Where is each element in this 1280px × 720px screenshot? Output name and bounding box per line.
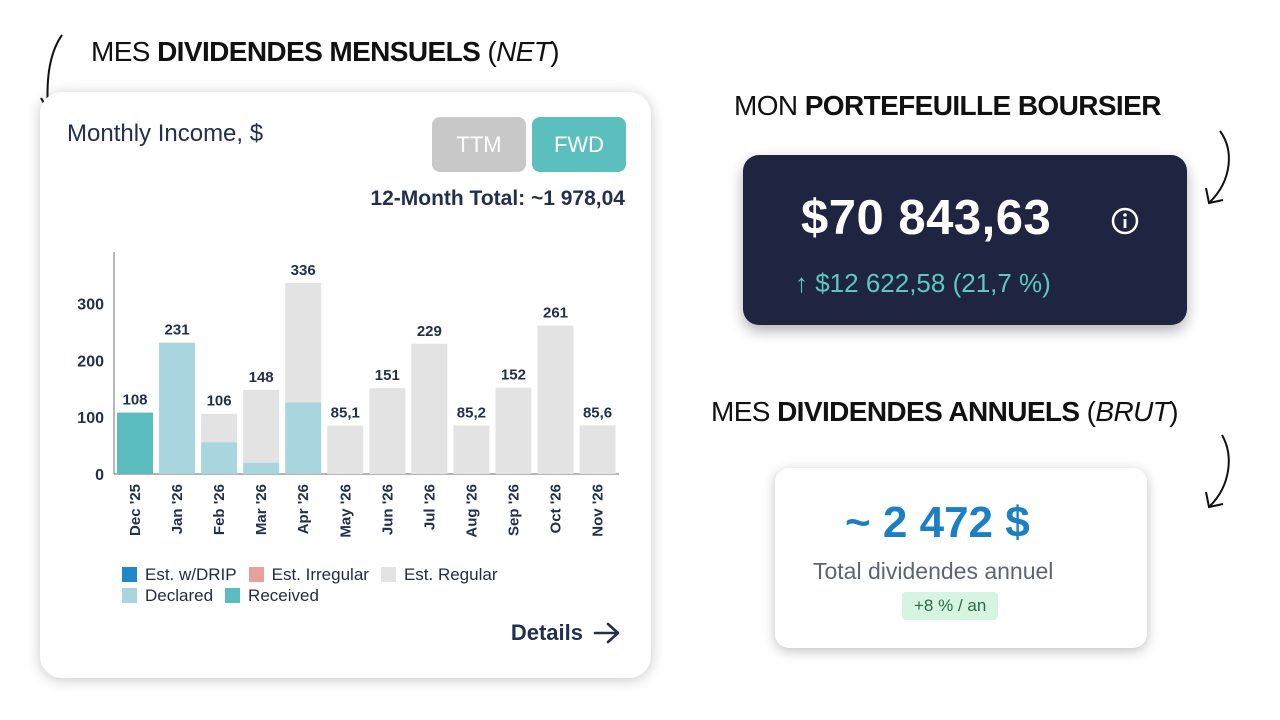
annual-dividends-heading: MES DIVIDENDES ANNUELS (BRUT) [711, 396, 1179, 427]
bar-value-label: 151 [375, 367, 400, 384]
portfolio-value: $70 843,63 [801, 191, 1052, 245]
info-circle-icon[interactable] [1110, 206, 1140, 236]
legend-item: Est. Regular [380, 565, 497, 585]
card-title: Monthly Income, $ [67, 120, 264, 147]
x-tick-label: Oct '26 [548, 484, 565, 533]
bar-segment-est-regular [201, 413, 238, 443]
monthly-income-card: Monthly Income, $ TTM FWD 12-Month Total… [40, 92, 651, 678]
bar-segment-declared [159, 342, 196, 474]
portfolio-change: ↑ $12 622,58 (21,7 %) [795, 268, 1051, 298]
x-tick-label: Sep '26 [505, 484, 522, 536]
bar-value-label: 229 [417, 323, 442, 340]
legend-swatch [225, 588, 241, 603]
bar-value-label: 108 [122, 392, 147, 409]
legend-item: Declared [122, 586, 213, 606]
bar-value-label: 148 [249, 369, 274, 386]
monthly-income-bar-chart: 0 100 200 300 108 Dec '25 231 Jan '26 106 Feb '26… [77, 252, 619, 538]
bar-segment-est-regular [285, 282, 322, 403]
fwd-toggle-button[interactable]: FWD [532, 117, 626, 172]
x-tick-label: Mar '26 [253, 484, 270, 535]
bar-segment-est-regular [537, 325, 574, 474]
bar-segment-est-regular [327, 425, 364, 474]
curved-arrow-icon [1205, 434, 1230, 509]
annual-dividends-value: ~ 2 472 $ [845, 498, 1030, 547]
ttm-toggle-button[interactable]: TTM [432, 117, 526, 172]
curved-arrow-icon [1205, 130, 1230, 205]
growth-badge: +8 % / an [902, 592, 999, 620]
bar-segment-est-regular [411, 343, 448, 474]
chart-legend: Est. w/DRIP Est. Irregular Est. Regular … [122, 564, 497, 606]
bar-value-label: 336 [291, 262, 316, 279]
x-tick-label: Aug '26 [463, 484, 480, 538]
bar-value-label: 152 [501, 367, 526, 384]
bar-segment-est-regular [495, 387, 532, 474]
x-tick-label: Jan '26 [169, 484, 186, 534]
bar-segment-received [117, 412, 153, 474]
y-tick-label: 0 [95, 467, 104, 484]
annual-dividends-card: ~ 2 472 $ Total dividendes annuel +8 % /… [775, 468, 1147, 648]
bar-segment-declared [243, 462, 280, 474]
bar-value-label: 231 [165, 322, 190, 339]
legend-item: Received [225, 586, 319, 606]
legend-item: Est. Irregular [248, 565, 369, 585]
x-tick-label: Apr '26 [295, 484, 312, 534]
bar-value-label: 261 [543, 305, 568, 322]
monthly-dividends-heading: MES DIVIDENDES MENSUELS (NET) [91, 36, 560, 67]
portfolio-heading: MON PORTEFEUILLE BOURSIER [734, 90, 1161, 121]
legend-swatch [122, 567, 137, 582]
bar-segment-est-regular [579, 425, 616, 474]
y-tick-label: 100 [77, 410, 104, 427]
details-link[interactable]: Details [511, 620, 621, 646]
bar-value-label: 85,1 [331, 405, 360, 422]
y-tick-label: 300 [77, 296, 104, 313]
bar-value-label: 85,2 [457, 405, 486, 422]
x-tick-label: Feb '26 [211, 484, 228, 535]
legend-swatch [380, 567, 396, 582]
twelve-month-total: 12-Month Total: ~1 978,04 [370, 187, 625, 210]
legend-item: Est. w/DRIP [122, 565, 237, 585]
bar-segment-est-regular [453, 425, 490, 474]
x-tick-label: May '26 [337, 484, 354, 538]
arrow-right-icon [593, 622, 620, 644]
bar-segment-declared [285, 402, 322, 474]
x-tick-label: Dec '25 [127, 484, 144, 536]
bar-segment-declared [201, 442, 238, 474]
bar-value-label: 106 [207, 393, 232, 410]
y-tick-label: 200 [77, 353, 104, 370]
legend-swatch [248, 567, 264, 582]
portfolio-card: $70 843,63 ↑ $12 622,58 (21,7 %) [743, 155, 1187, 325]
x-tick-label: Jul '26 [421, 484, 438, 530]
bar-segment-est-regular [243, 389, 280, 463]
x-tick-label: Jun '26 [379, 484, 396, 535]
bar-value-label: 85,6 [583, 404, 612, 421]
legend-swatch [122, 588, 137, 603]
annual-dividends-label: Total dividendes annuel [813, 558, 1054, 584]
bar-segment-est-regular [369, 388, 406, 474]
x-tick-label: Nov '26 [590, 484, 607, 537]
